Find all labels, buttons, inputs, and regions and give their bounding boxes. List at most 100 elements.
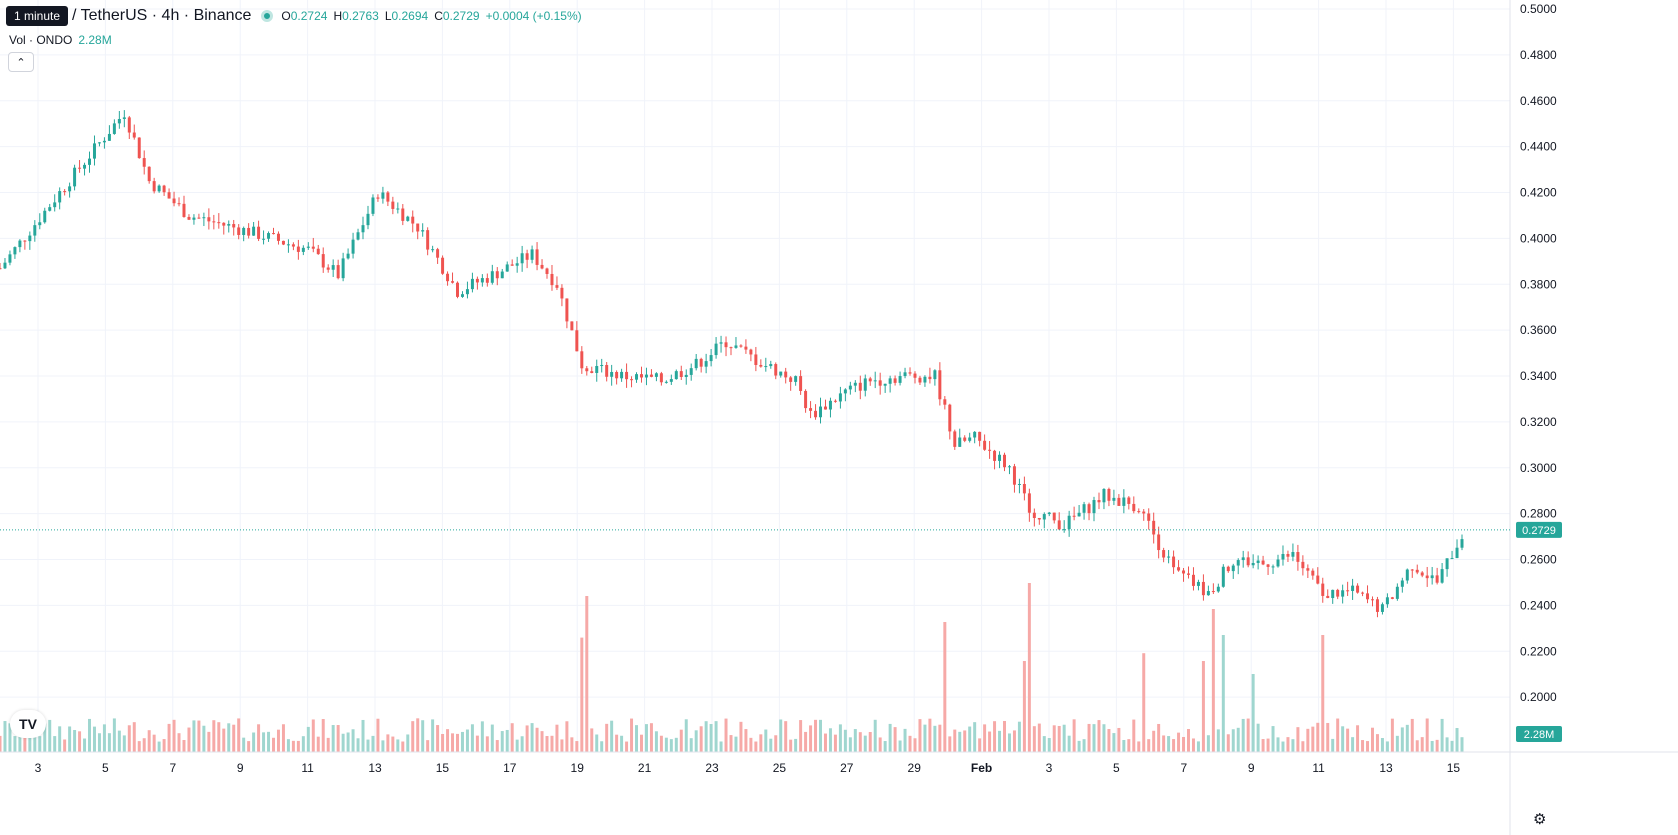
volume-bar (485, 736, 489, 752)
volume-bar (1226, 734, 1230, 752)
volume-legend[interactable]: Vol · ONDO 2.28M (9, 33, 112, 47)
collapse-legend-button[interactable]: ⌃ (8, 52, 34, 72)
volume-bar (167, 723, 171, 752)
volume-bar (127, 725, 131, 752)
volume-bar (152, 734, 156, 752)
candle-body (475, 278, 479, 283)
candle-body (197, 217, 201, 219)
volume-bar (809, 725, 813, 752)
volume-bar (92, 726, 96, 752)
candle-body (669, 379, 673, 382)
volume-bar (699, 726, 703, 752)
candle-body (276, 233, 280, 241)
candle-body (1003, 454, 1006, 468)
volume-bar (1261, 739, 1265, 752)
candlesticks (0, 110, 1464, 618)
volume-bar (247, 741, 251, 752)
volume-bar (252, 732, 256, 752)
candle-body (630, 379, 634, 381)
candle-body (1420, 572, 1424, 576)
candle-body (704, 361, 708, 367)
candle-body (769, 364, 773, 367)
candle-body (1455, 547, 1459, 559)
time-tick-label: 13 (1379, 761, 1393, 775)
time-tick-label: 7 (1180, 761, 1187, 775)
volume-bar (1291, 739, 1295, 752)
candle-body (1057, 520, 1061, 530)
volume-bar (1281, 741, 1285, 752)
candle-body (814, 410, 818, 418)
candle-body (1351, 585, 1355, 591)
volume-bar (510, 723, 514, 752)
volume-bar (928, 718, 932, 752)
volume-bar (162, 739, 166, 752)
volume-bar (341, 733, 345, 752)
candle-body (421, 230, 425, 232)
candle-body (1062, 529, 1066, 531)
volume-bar (520, 736, 524, 752)
candle-body (0, 268, 2, 270)
volume-bar (893, 727, 897, 752)
volume-bar (431, 719, 435, 752)
volume-bar (1460, 737, 1464, 752)
volume-bar (301, 736, 305, 752)
volume-bar (1157, 723, 1161, 752)
candle-body (117, 118, 121, 124)
candle-body (441, 257, 445, 274)
volume-bar (1341, 726, 1345, 752)
candle-body (500, 271, 504, 279)
candle-body (1216, 586, 1220, 592)
candle-body (38, 222, 42, 226)
volume-bar (659, 735, 663, 752)
volume-bar (182, 740, 186, 752)
volume-bar (1385, 741, 1389, 752)
volume-bar (630, 718, 634, 752)
volume-bar (918, 719, 922, 752)
timeframe-tooltip[interactable]: 1 minute (6, 6, 69, 26)
candle-body (1306, 568, 1310, 571)
volume-bar (888, 723, 892, 752)
candle-body (142, 158, 146, 167)
candle-body (848, 385, 852, 390)
candle-body (272, 233, 275, 235)
last-price-line: 0.2729 2.28M (0, 521, 1562, 742)
volume-bar (1331, 738, 1335, 752)
tradingview-logo-icon[interactable]: TV (10, 710, 46, 738)
candle-body (1211, 591, 1215, 593)
volume-bar (83, 738, 87, 752)
volume-bar (759, 734, 763, 752)
candle-body (147, 166, 151, 182)
price-tick-label: 0.5000 (1520, 2, 1557, 16)
candle-body (456, 282, 459, 297)
volume-bar (495, 740, 499, 752)
symbol-title[interactable]: / TetherUS · 4h · Binance (72, 7, 252, 24)
volume-bar (480, 721, 484, 752)
candle-body (1187, 573, 1190, 575)
candle-body (570, 321, 574, 331)
volume-bar (993, 721, 997, 752)
candle-body (1107, 488, 1111, 501)
candle-body (515, 263, 519, 266)
candle-body (346, 253, 350, 259)
volume-bar (441, 733, 445, 752)
volume-bar (207, 731, 211, 752)
volume-bar (535, 727, 539, 752)
volume-bar (1420, 737, 1424, 752)
candle-body (28, 235, 32, 242)
market-status-icon[interactable] (261, 10, 274, 22)
gear-icon[interactable]: ⚙ (1533, 811, 1547, 828)
candle-body (1341, 590, 1345, 597)
volume-bar (754, 741, 758, 752)
volume-bar (709, 724, 713, 752)
candle-body (336, 265, 340, 279)
candle-body (689, 368, 693, 375)
volume-bar (1306, 728, 1310, 752)
candle-body (615, 371, 619, 379)
volume-bar (137, 741, 141, 752)
volume-bar (823, 733, 827, 752)
candle-body (819, 406, 823, 418)
candle-body (242, 227, 246, 235)
candle-body (828, 400, 832, 410)
candle-body (505, 264, 509, 272)
